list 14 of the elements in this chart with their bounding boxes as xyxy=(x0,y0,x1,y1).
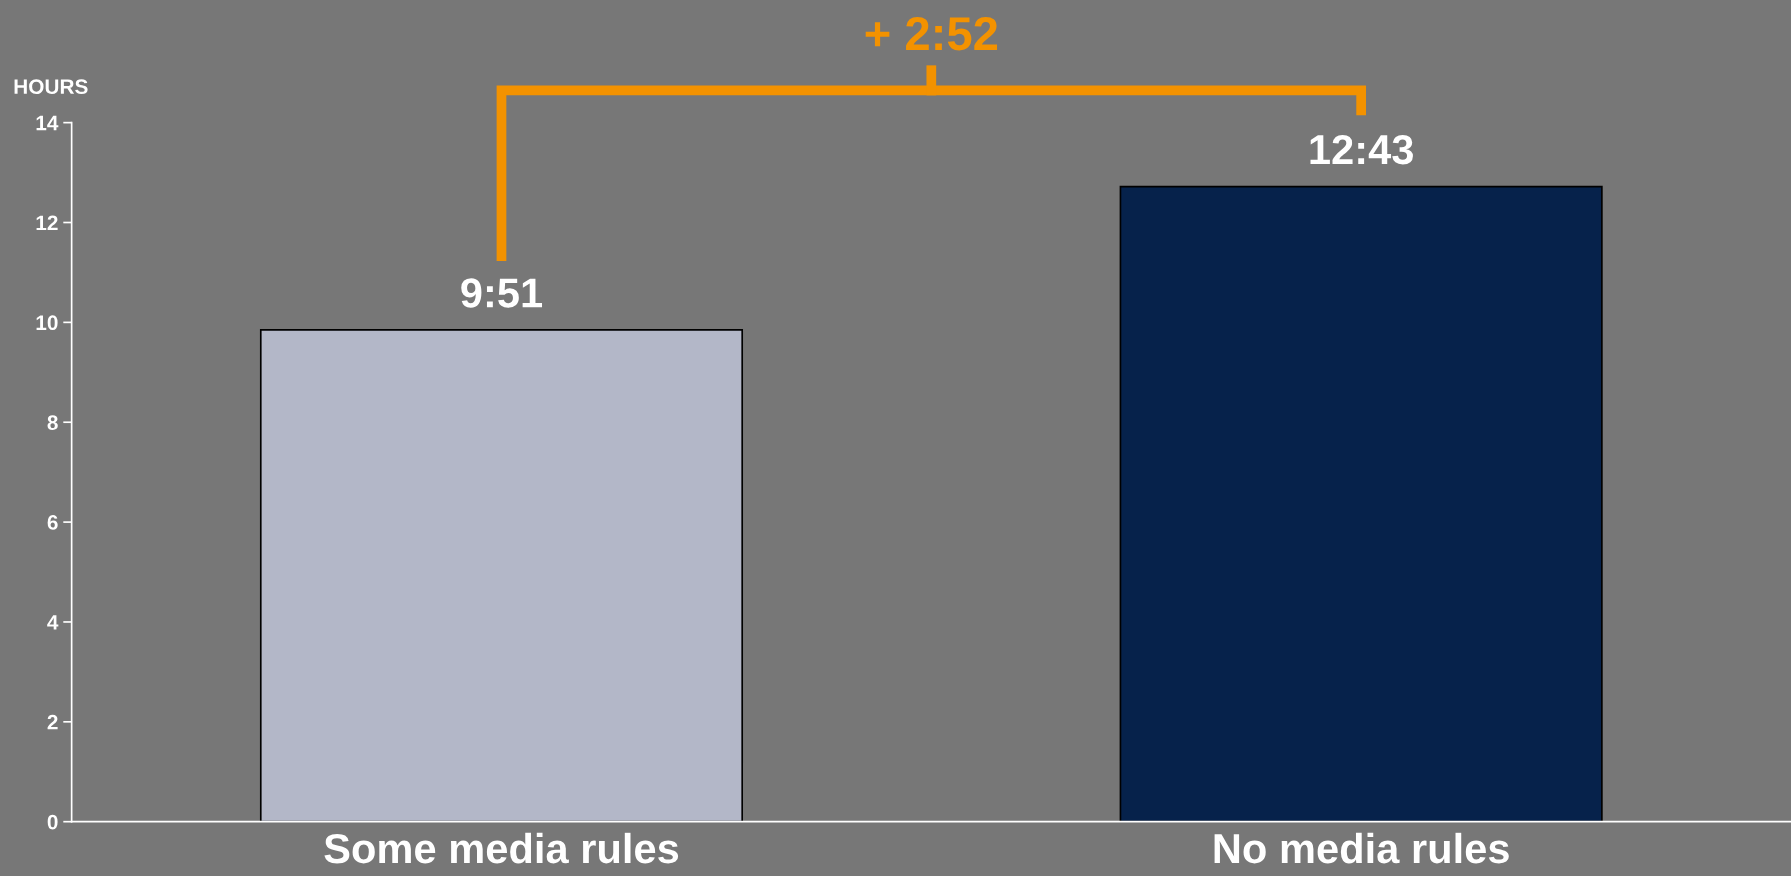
data-label: 9:51 xyxy=(461,278,543,308)
x-tick-label: Some media rules xyxy=(324,832,679,864)
data-label: 12:43 xyxy=(1310,134,1413,165)
y-tick-label: 8 xyxy=(47,415,58,430)
y-axis-title: HOURS xyxy=(14,79,88,95)
y-tick-label: 10 xyxy=(36,315,58,331)
y-tick-label: 14 xyxy=(36,115,59,131)
text: + 2:52 xyxy=(865,16,998,51)
y-tick-label: 6 xyxy=(47,515,58,530)
y-tick-label: 4 xyxy=(47,615,59,630)
x-tick-label: No media rules xyxy=(1214,832,1509,864)
y-tick-label: 12 xyxy=(36,215,58,231)
y-tick-label: 2 xyxy=(47,714,58,730)
y-tick-label: 0 xyxy=(47,814,58,830)
